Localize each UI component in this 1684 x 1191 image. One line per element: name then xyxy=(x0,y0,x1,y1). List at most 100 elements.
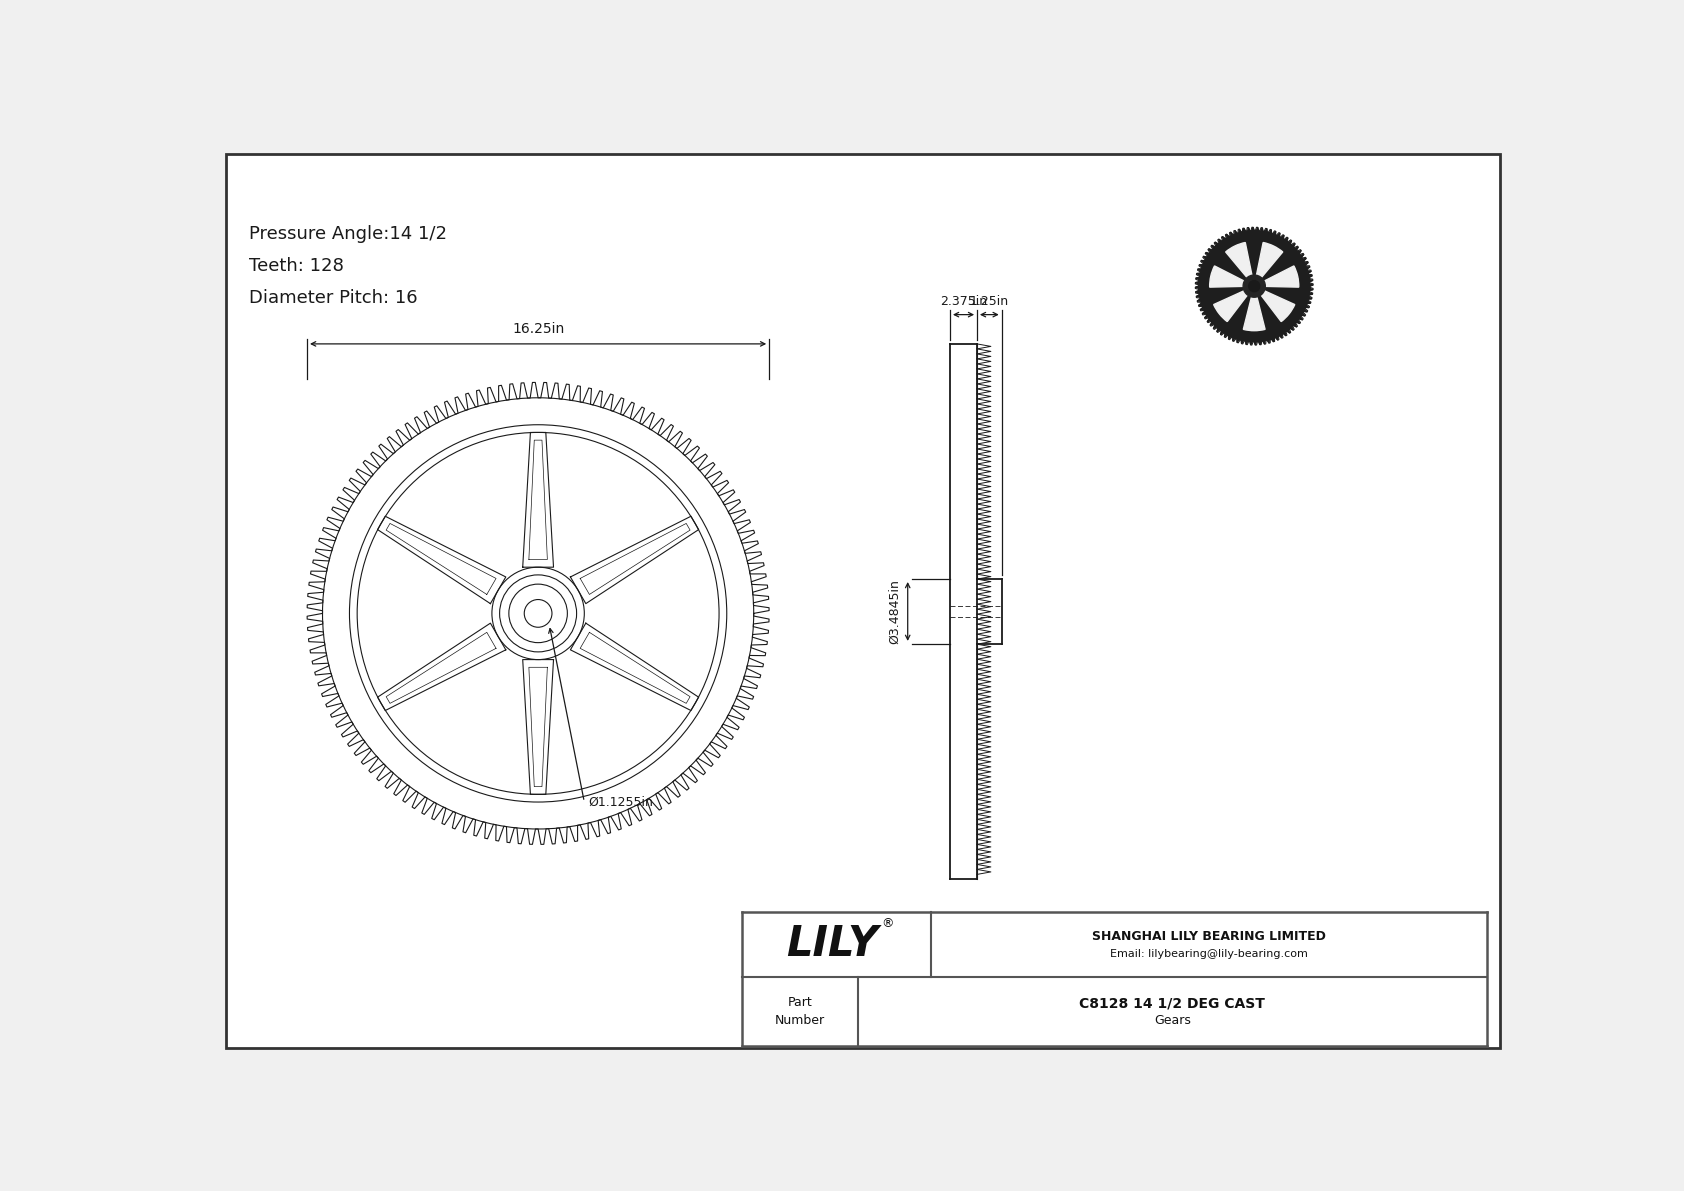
Text: ®: ® xyxy=(881,917,894,930)
Polygon shape xyxy=(1196,282,1199,283)
Polygon shape xyxy=(1196,278,1199,280)
Polygon shape xyxy=(1251,227,1255,231)
Polygon shape xyxy=(1196,291,1199,293)
Polygon shape xyxy=(1233,337,1234,341)
Text: Pressure Angle:14 1/2: Pressure Angle:14 1/2 xyxy=(249,225,448,243)
Text: 16.25in: 16.25in xyxy=(512,323,564,336)
Polygon shape xyxy=(1270,230,1271,233)
Polygon shape xyxy=(1255,342,1256,345)
Text: Email: lilybearing@lily-bearing.com: Email: lilybearing@lily-bearing.com xyxy=(1110,949,1308,959)
Polygon shape xyxy=(1261,227,1263,231)
Wedge shape xyxy=(1260,291,1295,322)
Text: Gears: Gears xyxy=(1154,1015,1191,1027)
Polygon shape xyxy=(1308,293,1312,295)
Polygon shape xyxy=(1250,342,1251,345)
Polygon shape xyxy=(1204,256,1207,260)
Circle shape xyxy=(1199,231,1310,342)
Polygon shape xyxy=(1290,326,1293,330)
Polygon shape xyxy=(1253,293,1280,330)
Text: Ø1.1255in: Ø1.1255in xyxy=(588,796,653,809)
Polygon shape xyxy=(1265,229,1266,232)
Bar xyxy=(743,912,1487,1046)
Text: 2.375in: 2.375in xyxy=(940,294,987,307)
Polygon shape xyxy=(1206,252,1209,255)
Polygon shape xyxy=(1197,269,1201,272)
Polygon shape xyxy=(1221,331,1223,335)
Polygon shape xyxy=(1310,288,1314,291)
Polygon shape xyxy=(1308,297,1312,299)
Polygon shape xyxy=(1218,329,1219,331)
Polygon shape xyxy=(1292,244,1295,247)
Text: Ø3.4845in: Ø3.4845in xyxy=(889,579,901,644)
Text: C8128 14 1/2 DEG CAST: C8128 14 1/2 DEG CAST xyxy=(1079,997,1265,1011)
Polygon shape xyxy=(1196,286,1199,288)
Polygon shape xyxy=(1223,237,1226,241)
Polygon shape xyxy=(1307,267,1310,269)
Polygon shape xyxy=(1302,313,1305,316)
Polygon shape xyxy=(1258,252,1293,285)
Polygon shape xyxy=(1288,241,1292,244)
Polygon shape xyxy=(1212,245,1216,249)
Polygon shape xyxy=(1209,249,1212,251)
Polygon shape xyxy=(1263,341,1265,344)
Polygon shape xyxy=(1243,229,1246,232)
Polygon shape xyxy=(1219,239,1221,243)
Polygon shape xyxy=(1196,295,1199,297)
Polygon shape xyxy=(1305,305,1308,307)
Polygon shape xyxy=(1209,283,1246,303)
Text: SHANGHAI LILY BEARING LIMITED: SHANGHAI LILY BEARING LIMITED xyxy=(1091,930,1325,943)
Polygon shape xyxy=(1275,337,1278,341)
Polygon shape xyxy=(1224,333,1228,337)
Polygon shape xyxy=(1204,316,1207,318)
Polygon shape xyxy=(1273,231,1276,235)
Polygon shape xyxy=(1300,255,1303,257)
Wedge shape xyxy=(1243,297,1265,331)
Polygon shape xyxy=(1307,301,1310,304)
Polygon shape xyxy=(1229,293,1255,330)
Polygon shape xyxy=(1248,227,1250,231)
Polygon shape xyxy=(1310,283,1314,286)
Polygon shape xyxy=(1258,341,1261,344)
Polygon shape xyxy=(1197,299,1201,301)
Polygon shape xyxy=(1201,261,1204,263)
Polygon shape xyxy=(1308,275,1312,278)
Text: Teeth: 128: Teeth: 128 xyxy=(249,257,344,275)
Wedge shape xyxy=(1256,243,1283,279)
Polygon shape xyxy=(1308,280,1314,282)
Polygon shape xyxy=(1246,341,1248,344)
Polygon shape xyxy=(1216,242,1218,245)
Polygon shape xyxy=(1248,241,1261,276)
Polygon shape xyxy=(1214,252,1250,285)
Wedge shape xyxy=(1214,291,1248,322)
Wedge shape xyxy=(1209,266,1244,287)
Polygon shape xyxy=(1266,339,1270,343)
Polygon shape xyxy=(1234,231,1238,235)
Polygon shape xyxy=(1263,283,1300,303)
Text: LILY: LILY xyxy=(786,923,879,966)
Polygon shape xyxy=(1303,310,1307,312)
Polygon shape xyxy=(1239,229,1241,232)
Polygon shape xyxy=(1271,338,1273,342)
Polygon shape xyxy=(1278,233,1280,237)
Circle shape xyxy=(1248,281,1260,292)
Polygon shape xyxy=(1305,262,1308,264)
Polygon shape xyxy=(1231,232,1233,236)
Polygon shape xyxy=(1229,336,1231,339)
Polygon shape xyxy=(1287,330,1290,333)
Polygon shape xyxy=(1303,258,1307,261)
Polygon shape xyxy=(1197,273,1201,275)
Polygon shape xyxy=(1238,339,1239,343)
Polygon shape xyxy=(1297,320,1300,324)
Polygon shape xyxy=(1241,341,1243,344)
Polygon shape xyxy=(1226,235,1229,238)
Polygon shape xyxy=(1202,311,1206,314)
Polygon shape xyxy=(1282,236,1283,239)
Polygon shape xyxy=(1211,322,1214,325)
Polygon shape xyxy=(1293,324,1297,328)
Polygon shape xyxy=(1199,304,1202,305)
Polygon shape xyxy=(1295,247,1298,250)
Text: 1.25in: 1.25in xyxy=(970,294,1009,307)
Polygon shape xyxy=(1214,325,1216,329)
Polygon shape xyxy=(1207,319,1211,322)
Text: Part
Number: Part Number xyxy=(775,996,825,1027)
